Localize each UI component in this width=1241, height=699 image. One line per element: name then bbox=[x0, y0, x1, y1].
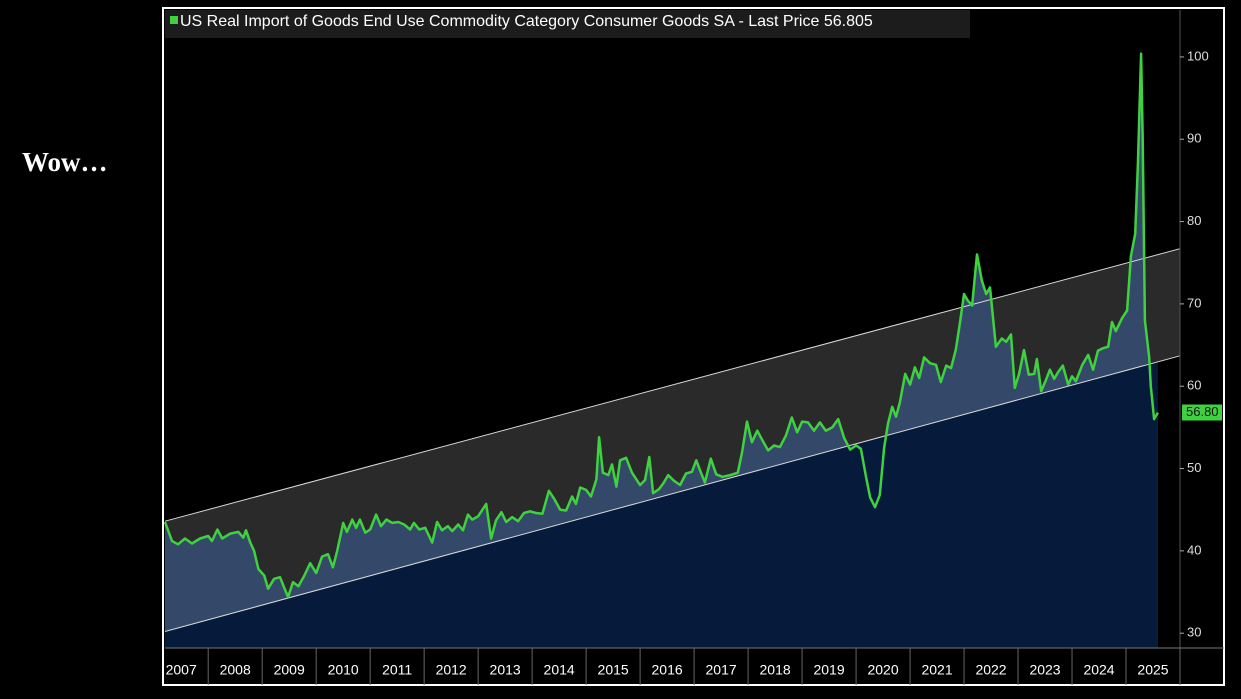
x-tick-label: 2010 bbox=[328, 662, 359, 678]
x-tick-label: 2013 bbox=[490, 662, 521, 678]
y-tick-label: 90 bbox=[1187, 131, 1201, 146]
x-tick-label: 2008 bbox=[220, 662, 251, 678]
x-tick-label: 2019 bbox=[813, 662, 844, 678]
x-tick-label: 2011 bbox=[382, 662, 412, 678]
x-tick-label: 2007 bbox=[166, 662, 197, 678]
y-tick-label: 70 bbox=[1187, 295, 1201, 310]
last-value-tag bbox=[1182, 404, 1222, 421]
channel-upper bbox=[164, 248, 1181, 522]
x-tick-label: 2015 bbox=[598, 662, 629, 678]
x-tick-label: 2023 bbox=[1029, 662, 1060, 678]
x-tick-label: 2018 bbox=[760, 662, 791, 678]
x-tick-label: 2024 bbox=[1083, 662, 1114, 678]
x-tick-label: 2017 bbox=[706, 662, 737, 678]
channel-lower bbox=[164, 355, 1181, 632]
x-tick-label: 2016 bbox=[652, 662, 683, 678]
x-tick-label: 2012 bbox=[436, 662, 467, 678]
title-bg bbox=[165, 10, 970, 38]
lower-fill bbox=[165, 361, 1158, 648]
legend-swatch bbox=[170, 16, 178, 24]
x-tick-label: 2014 bbox=[544, 662, 575, 678]
y-tick-label: 100 bbox=[1187, 48, 1209, 63]
y-tick-label: 80 bbox=[1187, 213, 1201, 228]
annotation: Wow… bbox=[22, 147, 108, 177]
y-tick-label: 50 bbox=[1187, 460, 1201, 475]
y-tick-label: 60 bbox=[1187, 378, 1201, 393]
y-tick-label: 30 bbox=[1187, 625, 1201, 640]
series-line bbox=[163, 52, 1159, 599]
chart-title: US Real Import of Goods End Use Commodit… bbox=[180, 13, 873, 30]
x-tick-label: 2009 bbox=[274, 662, 305, 678]
x-tick-label: 2021 bbox=[921, 662, 952, 678]
x-tick-label: 2020 bbox=[867, 662, 898, 678]
y-tick-label: 40 bbox=[1187, 542, 1201, 557]
last-value-label: 56.80 bbox=[1186, 404, 1219, 419]
x-tick-label: 2022 bbox=[975, 662, 1006, 678]
x-tick-label: 2025 bbox=[1137, 662, 1168, 678]
